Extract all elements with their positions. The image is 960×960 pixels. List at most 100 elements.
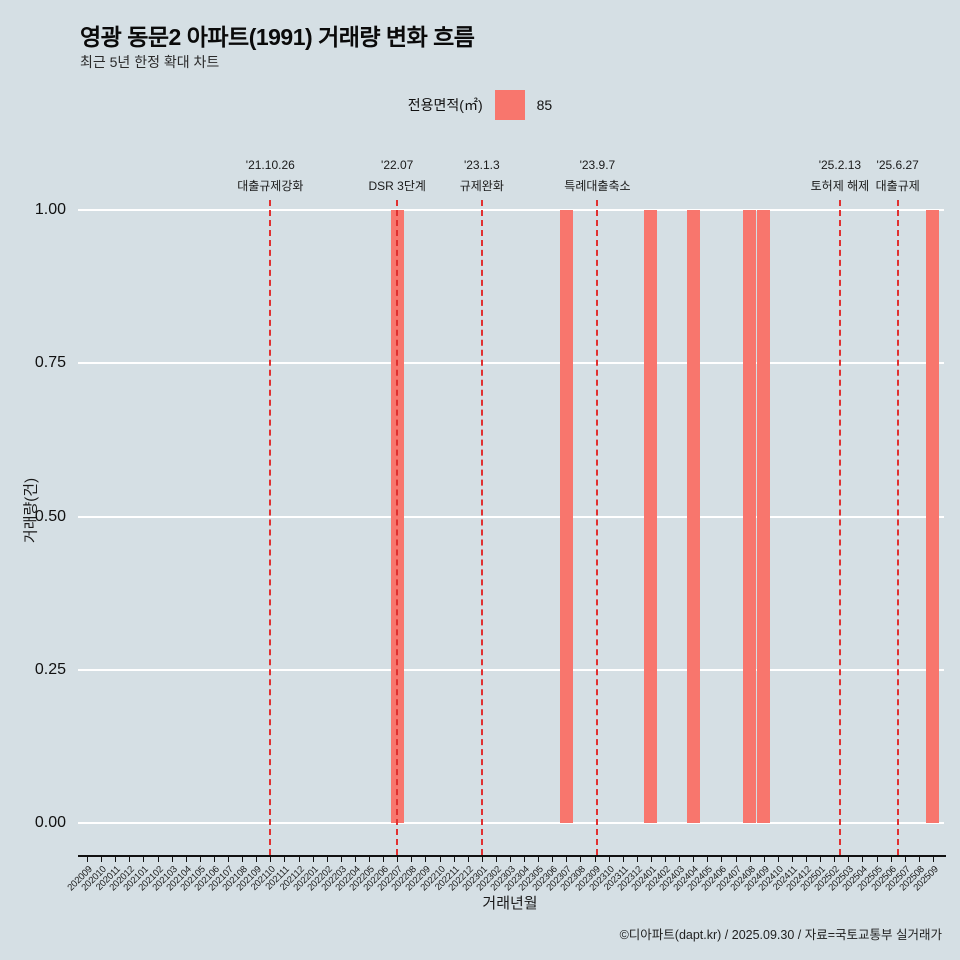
bar-202408 [743, 210, 757, 823]
x-tick [425, 857, 427, 862]
x-tick [650, 857, 652, 862]
x-tick [495, 857, 497, 862]
x-tick [199, 857, 201, 862]
x-tick [453, 857, 455, 862]
x-tick [354, 857, 356, 862]
event-name-label: 규제완화 [459, 179, 504, 193]
x-tick [721, 857, 723, 862]
y-tick-label: 0.00 [34, 814, 66, 831]
event-date-label: '23.1.3 [463, 158, 500, 172]
x-tick [820, 857, 822, 862]
gridline [78, 822, 944, 824]
y-tick-label: 0.50 [34, 507, 66, 525]
x-tick [411, 857, 413, 862]
gridline [78, 668, 944, 671]
bar-202307 [559, 210, 573, 823]
x-tick [270, 857, 272, 862]
chart-subtitle: 최근 5년 한정 확대 차트 [80, 54, 220, 70]
footer-credit: ©디아파트(dapt.kr) / 2025.09.30 / 자료=국토교통부 실… [619, 928, 942, 942]
x-tick [862, 857, 864, 862]
event-line [269, 200, 272, 855]
x-tick [538, 857, 540, 862]
x-tick [326, 857, 328, 862]
x-tick [171, 857, 173, 862]
legend-swatch [494, 90, 525, 120]
event-date-label: '22.07 [381, 158, 414, 172]
x-tick [665, 857, 667, 862]
event-name-label: 토허제 해제 [810, 179, 870, 193]
x-tick [213, 857, 215, 862]
y-tick-label: 0.25 [34, 660, 66, 678]
x-tick [481, 857, 483, 862]
x-tick [397, 857, 399, 862]
x-tick [679, 857, 681, 862]
bar-202401 [644, 210, 658, 823]
event-name-label: 대출규제 [875, 179, 920, 193]
x-tick [439, 857, 441, 862]
x-tick [594, 857, 596, 862]
x-tick [834, 857, 836, 862]
legend: 전용면적(㎡) 85 [0, 90, 960, 120]
x-tick [467, 857, 469, 862]
x-axis-line [78, 855, 946, 857]
bar-202404 [686, 210, 700, 823]
event-line [396, 200, 399, 855]
x-tick [242, 857, 244, 862]
event-date-label: '25.2.13 [818, 158, 862, 172]
event-name-label: 특례대출축소 [564, 179, 631, 193]
x-tick [228, 857, 230, 862]
x-tick [848, 857, 850, 862]
x-tick [904, 857, 906, 862]
event-date-label: '21.10.26 [245, 158, 295, 172]
legend-title: 전용면적(㎡) [407, 97, 483, 113]
y-tick-label: 1.00 [34, 201, 66, 218]
x-tick [524, 857, 526, 862]
x-tick [101, 857, 103, 862]
x-tick [185, 857, 187, 862]
x-tick [622, 857, 624, 862]
x-tick [312, 857, 314, 862]
x-tick [876, 857, 878, 862]
event-line [596, 200, 599, 855]
event-line [480, 200, 483, 855]
x-tick [566, 857, 568, 862]
x-tick [157, 857, 159, 862]
legend-series-label: 85 [536, 97, 553, 113]
x-tick [552, 857, 554, 862]
bar-202509 [926, 210, 940, 823]
bar-202409 [757, 210, 771, 823]
x-tick [298, 857, 300, 862]
x-tick [608, 857, 610, 862]
x-tick [890, 857, 892, 862]
x-tick [636, 857, 638, 862]
x-tick [129, 857, 131, 862]
x-tick [143, 857, 145, 862]
x-tick [510, 857, 511, 862]
x-tick [791, 857, 793, 862]
x-tick [763, 857, 765, 862]
x-tick [256, 857, 258, 862]
x-tick [806, 857, 808, 862]
event-date-label: '25.6.27 [876, 158, 919, 172]
event-line [838, 200, 841, 855]
x-tick [735, 857, 737, 862]
x-tick [693, 857, 695, 862]
x-tick [749, 857, 751, 862]
event-line [896, 200, 899, 855]
x-axis-title: 거래년월 [482, 895, 538, 912]
event-name-label: DSR 3단계 [368, 179, 426, 193]
x-tick [115, 857, 117, 862]
gridline [78, 515, 944, 518]
gridline [78, 362, 944, 365]
x-tick [777, 857, 779, 862]
chart-title: 영광 동문2 아파트(1991) 거래량 변화 흐름 [80, 24, 475, 50]
x-tick [340, 857, 342, 862]
gridline [78, 209, 944, 211]
x-tick [932, 857, 934, 862]
y-tick-label: 0.75 [34, 354, 66, 372]
x-tick [580, 857, 582, 862]
x-tick [707, 857, 709, 862]
event-date-label: '23.9.7 [579, 158, 616, 172]
x-tick [369, 857, 371, 862]
